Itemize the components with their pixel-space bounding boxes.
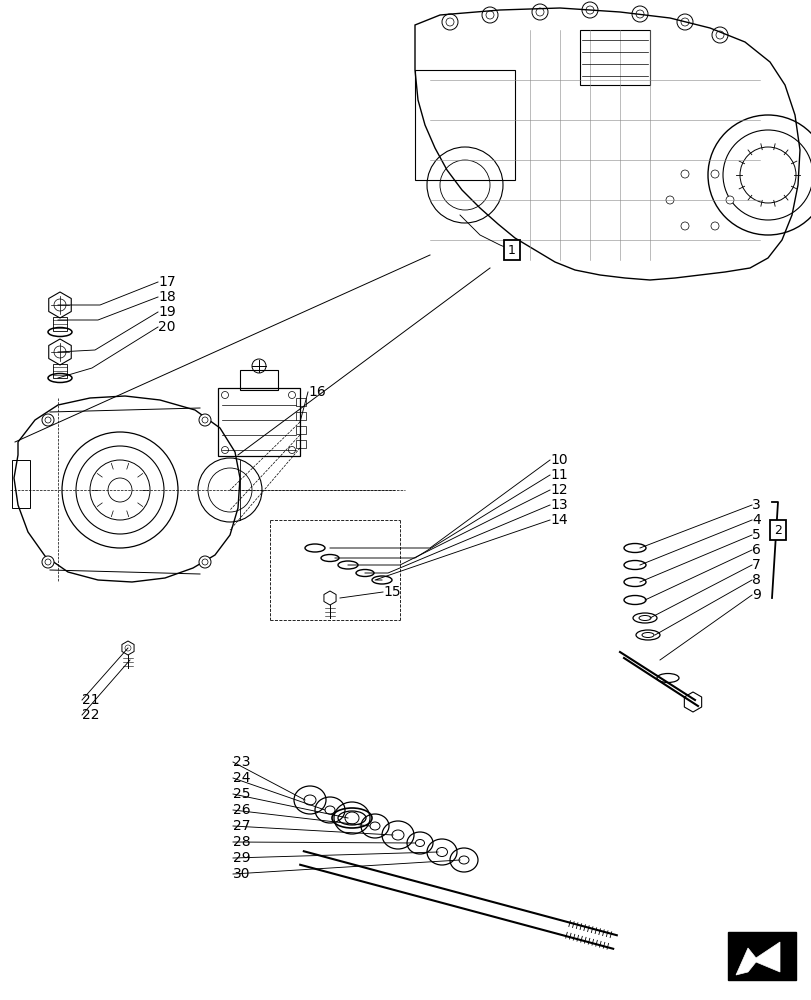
Text: 24: 24 <box>233 771 250 785</box>
Circle shape <box>710 170 718 178</box>
Bar <box>217 388 299 456</box>
Text: 10: 10 <box>549 453 567 467</box>
Text: 7: 7 <box>751 558 760 572</box>
Bar <box>296 398 306 406</box>
Text: 9: 9 <box>751 588 760 602</box>
Text: 3: 3 <box>751 498 760 512</box>
Text: 23: 23 <box>233 755 250 769</box>
Text: 15: 15 <box>383 585 400 599</box>
Text: 1: 1 <box>508 243 515 256</box>
Text: 2: 2 <box>773 524 781 536</box>
Text: 6: 6 <box>751 543 760 557</box>
Text: 19: 19 <box>158 305 175 319</box>
Circle shape <box>42 414 54 426</box>
Text: 28: 28 <box>233 835 251 849</box>
Text: 30: 30 <box>233 867 250 881</box>
Bar <box>296 412 306 420</box>
Circle shape <box>221 391 228 398</box>
Bar <box>240 370 277 390</box>
Polygon shape <box>735 942 779 975</box>
Text: 16: 16 <box>307 385 325 399</box>
Text: 4: 4 <box>751 513 760 527</box>
Bar <box>727 932 795 980</box>
Text: 21: 21 <box>82 693 100 707</box>
Circle shape <box>710 222 718 230</box>
Text: 14: 14 <box>549 513 567 527</box>
Text: 5: 5 <box>751 528 760 542</box>
Bar <box>579 30 649 85</box>
Text: 12: 12 <box>549 483 567 497</box>
Circle shape <box>199 414 211 426</box>
Circle shape <box>199 556 211 568</box>
Text: 22: 22 <box>82 708 100 722</box>
Circle shape <box>288 391 295 398</box>
Bar <box>296 426 306 434</box>
Bar <box>53 364 67 378</box>
Circle shape <box>665 196 673 204</box>
Circle shape <box>221 446 228 454</box>
Circle shape <box>725 196 733 204</box>
Text: 11: 11 <box>549 468 567 482</box>
Circle shape <box>680 222 689 230</box>
Text: 20: 20 <box>158 320 175 334</box>
Bar <box>414 70 514 180</box>
Text: 29: 29 <box>233 851 251 865</box>
Text: 13: 13 <box>549 498 567 512</box>
Circle shape <box>288 446 295 454</box>
Text: 26: 26 <box>233 803 251 817</box>
Text: 8: 8 <box>751 573 760 587</box>
Bar <box>53 317 67 331</box>
Text: 17: 17 <box>158 275 175 289</box>
Bar <box>296 440 306 448</box>
Text: 27: 27 <box>233 819 250 833</box>
Circle shape <box>680 170 689 178</box>
Text: 25: 25 <box>233 787 250 801</box>
Text: 18: 18 <box>158 290 175 304</box>
Circle shape <box>42 556 54 568</box>
Bar <box>12 460 30 508</box>
